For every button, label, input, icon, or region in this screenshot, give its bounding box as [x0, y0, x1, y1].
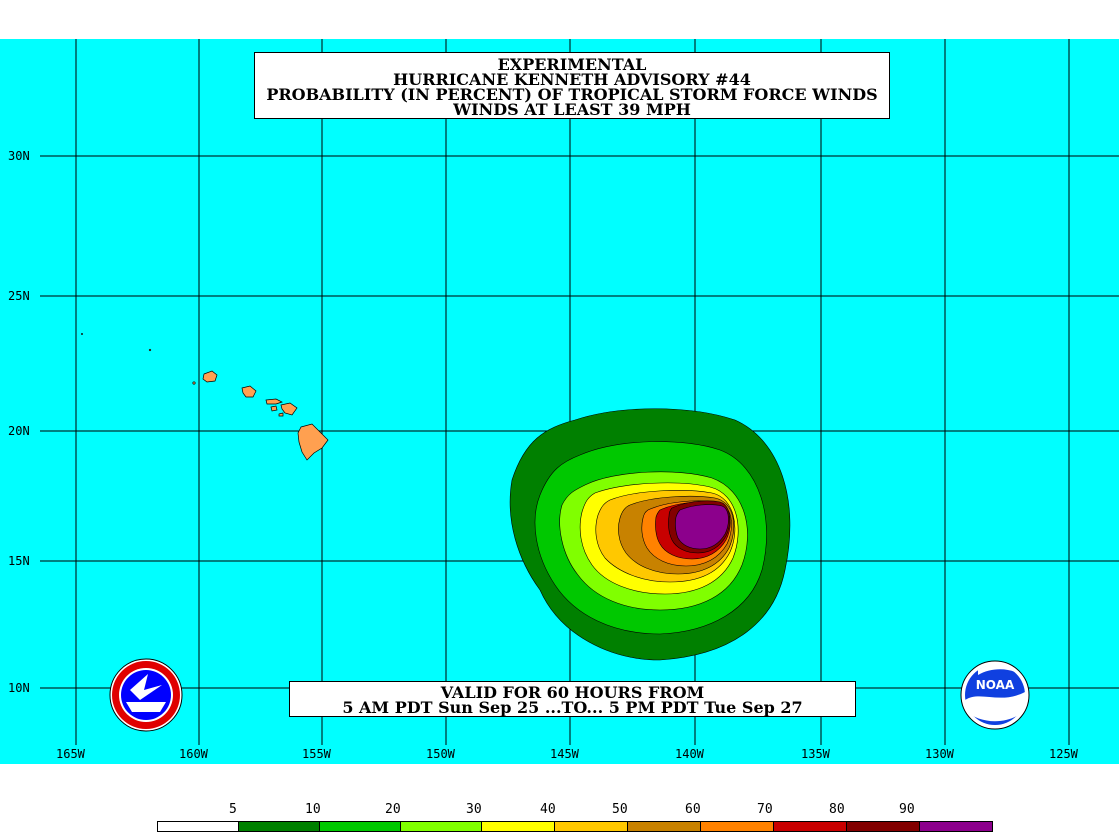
probability-contours [509, 408, 791, 661]
lat-label-10n: 10N [8, 681, 30, 695]
title-line-2: HURRICANE KENNETH ADVISORY #44 [393, 70, 751, 89]
island-big-island [297, 423, 329, 461]
title-line-1: EXPERIMENTAL [497, 55, 647, 74]
title-box: EXPERIMENTAL HURRICANE KENNETH ADVISORY … [254, 52, 890, 119]
title-line-3: PROBABILITY (IN PERCENT) OF TROPICAL STO… [266, 85, 878, 104]
lon-label-145w: 145W [550, 747, 579, 761]
legend-label-60: 60 [685, 802, 701, 817]
island-molokai [265, 398, 283, 405]
island-kauai [202, 370, 218, 383]
island-maui [280, 402, 298, 416]
legend-color-bar [157, 821, 993, 832]
lat-label-15n: 15N [8, 554, 30, 568]
lon-label-165w: 165W [56, 747, 85, 761]
island-niihau [192, 381, 196, 385]
lat-label-25n: 25N [8, 289, 30, 303]
legend-swatch-9 [847, 822, 920, 831]
legend-label-80: 80 [829, 802, 845, 817]
legend-label-20: 20 [385, 802, 401, 817]
nws-logo [109, 658, 183, 732]
valid-line-2: 5 AM PDT Sun Sep 25 ...TO... 5 PM PDT Tu… [342, 698, 803, 717]
legend-label-90: 90 [899, 802, 915, 817]
legend-swatch-4 [482, 822, 555, 831]
legend-swatch-5 [555, 822, 628, 831]
legend-swatch-6 [628, 822, 701, 831]
lon-label-125w: 125W [1049, 747, 1078, 761]
legend-label-40: 40 [540, 802, 556, 817]
legend-label-50: 50 [612, 802, 628, 817]
island-lanai [270, 405, 278, 412]
noaa-logo: NOAA [960, 660, 1030, 730]
island-necker [81, 333, 83, 335]
legend-label-30: 30 [466, 802, 482, 817]
valid-line-1: VALID FOR 60 HOURS FROM [440, 683, 705, 702]
island-oahu [241, 385, 257, 398]
legend-swatch-0 [158, 822, 239, 831]
legend-label-5: 5 [229, 802, 237, 817]
lon-label-150w: 150W [426, 747, 455, 761]
legend-swatch-2 [320, 822, 401, 831]
legend-swatch-7 [701, 822, 774, 831]
island-kahoolawe [278, 412, 284, 417]
lon-label-135w: 135W [801, 747, 830, 761]
legend-swatch-8 [774, 822, 847, 831]
lon-label-130w: 130W [925, 747, 954, 761]
noaa-logo-text: NOAA [976, 678, 1015, 692]
hawaii-islands [81, 333, 329, 461]
ocean [0, 39, 1119, 764]
legend-swatch-3 [401, 822, 482, 831]
legend-label-10: 10 [305, 802, 321, 817]
lat-label-20n: 20N [8, 424, 30, 438]
legend-label-70: 70 [757, 802, 773, 817]
lon-label-140w: 140W [675, 747, 704, 761]
lon-label-160w: 160W [179, 747, 208, 761]
lat-label-30n: 30N [8, 149, 30, 163]
contour-max [675, 504, 729, 550]
valid-period-box: VALID FOR 60 HOURS FROM 5 AM PDT Sun Sep… [289, 681, 856, 717]
legend-swatch-10 [920, 822, 992, 831]
title-line-4: WINDS AT LEAST 39 MPH [453, 100, 691, 119]
island-nihoa [148, 348, 152, 352]
lon-label-155w: 155W [302, 747, 331, 761]
legend-swatch-1 [239, 822, 320, 831]
